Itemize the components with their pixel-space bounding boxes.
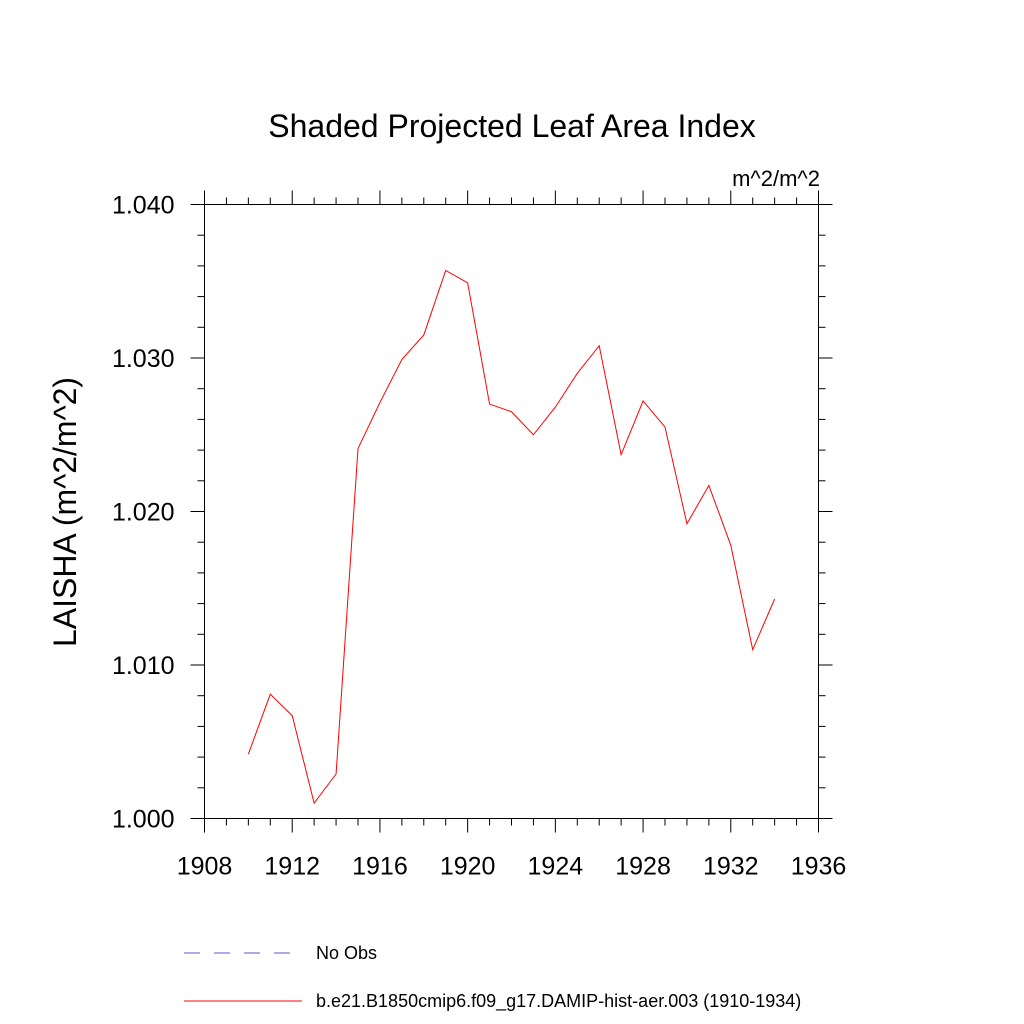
y-axis-label: LAISHA (m^2/m^2) bbox=[47, 377, 83, 647]
x-tick-label: 1916 bbox=[352, 853, 408, 881]
x-tick-label: 1908 bbox=[177, 853, 233, 881]
legend: No Obs b.e21.B1850cmip6.f09_g17.DAMIP-his… bbox=[184, 943, 801, 1012]
y-tick-label: 1.000 bbox=[112, 806, 175, 834]
legend-entry: b.e21.B1850cmip6.f09_g17.DAMIP-hist-aer.… bbox=[316, 991, 801, 1012]
x-tick-label: 1924 bbox=[528, 853, 584, 881]
legend-entry: No Obs bbox=[316, 943, 377, 963]
y-tick-label: 1.010 bbox=[112, 652, 175, 680]
x-tick-label: 1928 bbox=[615, 853, 671, 881]
chart-title: Shaded Projected Leaf Area Index bbox=[268, 108, 755, 144]
series-layer bbox=[247, 269, 776, 805]
x-tick-label: 1932 bbox=[703, 853, 759, 881]
x-tick-label: 1920 bbox=[440, 853, 496, 881]
y-tick-label: 1.040 bbox=[112, 192, 175, 220]
plot-frame bbox=[204, 204, 819, 819]
series-line bbox=[247, 269, 776, 805]
units-label: m^2/m^2 bbox=[732, 166, 820, 191]
y-tick-label: 1.030 bbox=[112, 345, 175, 373]
x-tick-label: 1912 bbox=[264, 853, 320, 881]
x-tick-label: 1936 bbox=[791, 853, 847, 881]
axis-ticks bbox=[190, 190, 833, 833]
x-tick-labels: 1908 1912 1916 1920 1924 1928 1932 1936 bbox=[177, 853, 847, 881]
y-tick-label: 1.020 bbox=[112, 499, 175, 527]
y-tick-labels: 1.000 1.010 1.020 1.030 1.040 bbox=[112, 192, 175, 834]
